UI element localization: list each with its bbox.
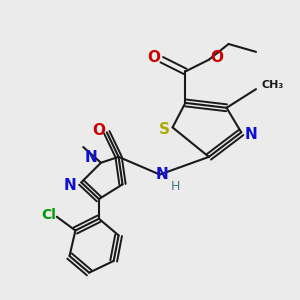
Text: N: N (85, 150, 98, 165)
Text: N: N (155, 167, 168, 182)
Text: H: H (171, 180, 180, 193)
Text: CH₃: CH₃ (262, 80, 284, 90)
Text: O: O (92, 123, 106, 138)
Text: S: S (159, 122, 170, 137)
Text: Cl: Cl (41, 208, 56, 222)
Text: N: N (245, 127, 257, 142)
Text: O: O (147, 50, 161, 65)
Text: N: N (63, 178, 76, 193)
Text: O: O (210, 50, 223, 65)
